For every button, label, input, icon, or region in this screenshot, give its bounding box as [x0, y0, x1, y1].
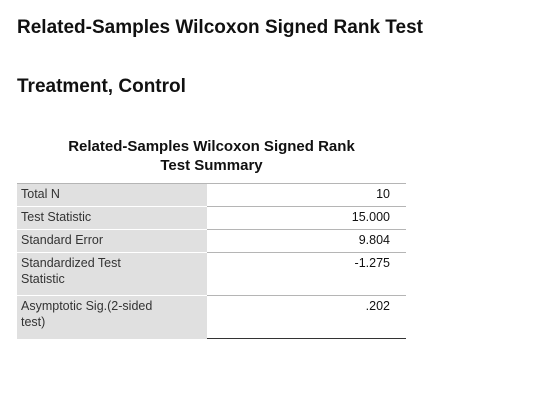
row-label-line-1: Standardized Test	[21, 256, 121, 270]
table-row: Test Statistic 15.000	[17, 206, 406, 230]
row-label-standard-error: Standard Error	[17, 229, 208, 253]
table-row: Total N 10	[17, 183, 406, 207]
table-caption-line-2: Test Summary	[160, 157, 263, 174]
row-label-test-statistic: Test Statistic	[17, 206, 208, 230]
table-row: Standardized Test Statistic -1.275	[17, 252, 406, 296]
row-label-line-1: Asymptotic Sig.(2-sided	[21, 299, 153, 313]
row-value-asymptotic-sig: .202	[207, 295, 406, 339]
row-label-standardized-test-statistic: Standardized Test Statistic	[17, 252, 208, 296]
table-caption-line-1: Related-Samples Wilcoxon Signed Rank	[68, 138, 355, 155]
row-value-total-n: 10	[207, 183, 406, 207]
summary-table: Total N 10 Test Statistic 15.000 Standar…	[17, 183, 406, 339]
table-row: Asymptotic Sig.(2-sided test) .202	[17, 295, 406, 339]
row-label-asymptotic-sig: Asymptotic Sig.(2-sided test)	[17, 295, 208, 339]
table-row: Standard Error 9.804	[17, 229, 406, 253]
table-caption: Related-Samples Wilcoxon Signed Rank Tes…	[17, 137, 406, 175]
test-summary-panel: Related-Samples Wilcoxon Signed Rank Tes…	[17, 137, 406, 339]
row-label-total-n: Total N	[17, 183, 208, 207]
row-label-line-2: Statistic	[21, 272, 65, 286]
variables-subtitle: Treatment, Control	[17, 76, 186, 97]
row-value-standard-error: 9.804	[207, 229, 406, 253]
row-value-standardized-test-statistic: -1.275	[207, 252, 406, 296]
row-label-line-2: test)	[21, 315, 46, 329]
page-title: Related-Samples Wilcoxon Signed Rank Tes…	[17, 17, 423, 38]
row-value-test-statistic: 15.000	[207, 206, 406, 230]
